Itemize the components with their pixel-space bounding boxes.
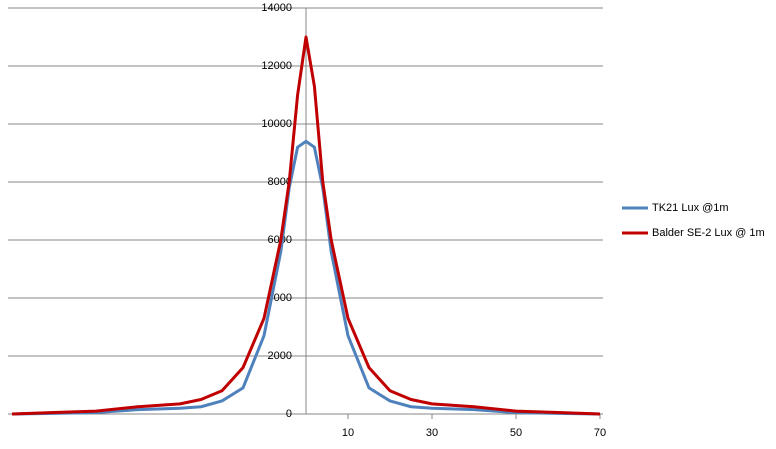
- y-tick-label: 14000: [261, 2, 292, 14]
- x-tick-label: 10: [342, 427, 354, 439]
- legend-label: TK21 Lux @1m: [652, 202, 729, 214]
- x-tick-label: 30: [426, 427, 438, 439]
- legend-label: Balder SE-2 Lux @ 1m: [652, 227, 765, 239]
- y-tick-label: 8000: [268, 176, 292, 188]
- y-tick-label: 2000: [268, 350, 292, 362]
- series-line: [11, 139, 601, 416]
- y-tick-label: 12000: [261, 60, 292, 72]
- x-tick-label: 50: [510, 427, 522, 439]
- x-tick-label: 70: [594, 427, 606, 439]
- series-line: [11, 35, 601, 416]
- y-tick-label: 10000: [261, 118, 292, 130]
- y-tick-label: 0: [286, 408, 292, 420]
